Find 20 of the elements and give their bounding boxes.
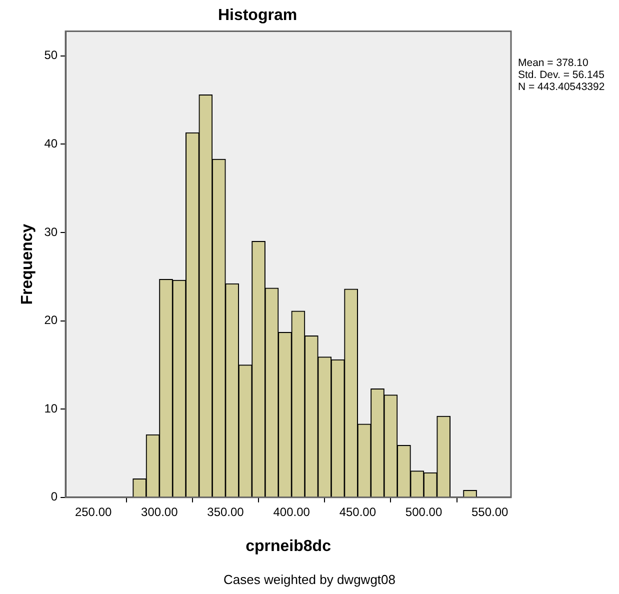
text: N = 443.40543392 [518,81,605,93]
x-tick-label: 300.00 [141,504,178,519]
y-tick-label: 50 [44,48,58,62]
chart-title: Histogram [218,7,298,24]
text: Cases weighted by dwgwgt08 [222,572,396,587]
x-tick-label: 350.00 [207,504,244,519]
y-axis-title: Frequency [19,224,36,305]
x-tick-label: 250.00 [74,504,112,519]
text: Mean = 378.10 [518,57,590,69]
x-tick-label: 450.00 [339,504,376,519]
y-tick-label: 0 [50,490,58,504]
x-tick-label: 550.00 [472,504,509,519]
text: Std. Dev. = 56.145 [518,69,605,81]
y-tick-label: 30 [44,224,58,239]
x-tick-label: 400.00 [273,504,310,519]
y-tick-label: 10 [44,401,58,416]
x-tick-label: 500.00 [405,504,442,519]
x-axis-title: cprneib8dc [246,538,332,555]
y-tick-label: 40 [44,136,58,151]
y-tick-label: 20 [44,313,58,328]
